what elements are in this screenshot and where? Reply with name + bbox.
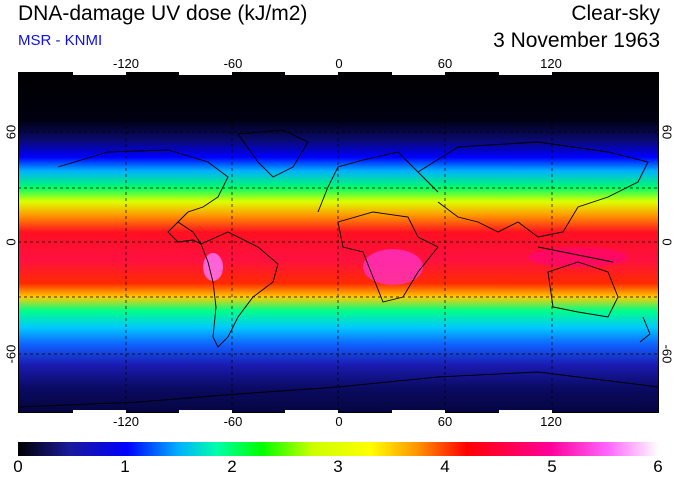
- colorbar-label: 0: [13, 457, 23, 476]
- colorbar-label: 4: [440, 457, 450, 476]
- colorbar-label: 5: [547, 457, 557, 476]
- lon-label-bottom: -120: [112, 414, 140, 429]
- pacific-high-dose: [528, 247, 628, 267]
- lon-label-bottom: 120: [540, 414, 562, 429]
- sky-condition: Clear-sky: [571, 2, 660, 25]
- coastline-south-america: [200, 231, 279, 348]
- lon-label-top: 0: [335, 56, 343, 71]
- lon-label-top: 60: [437, 56, 453, 71]
- map-date: 3 November 1963: [493, 29, 660, 52]
- map-background: [18, 72, 659, 413]
- colorbar: [18, 442, 659, 456]
- coastline-africa: [337, 211, 439, 303]
- colorbar-label: 3: [333, 457, 343, 476]
- coastline-australia: [547, 261, 619, 318]
- colorbar-gradient: [18, 442, 659, 456]
- lon-label-top: -120: [112, 56, 140, 71]
- lon-label-bottom: 0: [335, 414, 343, 429]
- lat-label-left: -60: [3, 344, 19, 364]
- coastline-greenland: [237, 129, 309, 178]
- lat-label-left: 60: [3, 124, 19, 140]
- gridlines: [18, 72, 659, 413]
- lat-label-right: 60: [659, 124, 675, 140]
- coastline-north-america: [57, 149, 229, 246]
- lat-label-left: 0: [3, 238, 19, 246]
- lon-label-top: 120: [540, 56, 562, 71]
- lon-label-top: -60: [223, 56, 243, 71]
- colorbar-label: 1: [120, 457, 130, 476]
- lat-label-right: -60: [659, 344, 675, 364]
- map-source: MSR - KNMI: [18, 32, 103, 49]
- uv-dose-map: [18, 72, 659, 413]
- andes-high-dose: [203, 253, 223, 281]
- colorbar-label: 2: [227, 457, 237, 476]
- map-title: DNA-damage UV dose (kJ/m2): [18, 2, 308, 25]
- colorbar-label: 6: [653, 457, 663, 476]
- coastline-indonesia: [537, 246, 614, 263]
- coastlines: [18, 129, 659, 408]
- coastline-antarctica: [18, 371, 659, 408]
- coastline-asia: [417, 141, 649, 238]
- lon-label-bottom: -60: [223, 414, 243, 429]
- lon-label-bottom: 60: [437, 414, 453, 429]
- map-frame: [18, 72, 659, 413]
- africa-high-dose: [363, 249, 423, 285]
- coastline-new-zealand: [639, 316, 651, 343]
- lat-label-right: 0: [659, 238, 675, 246]
